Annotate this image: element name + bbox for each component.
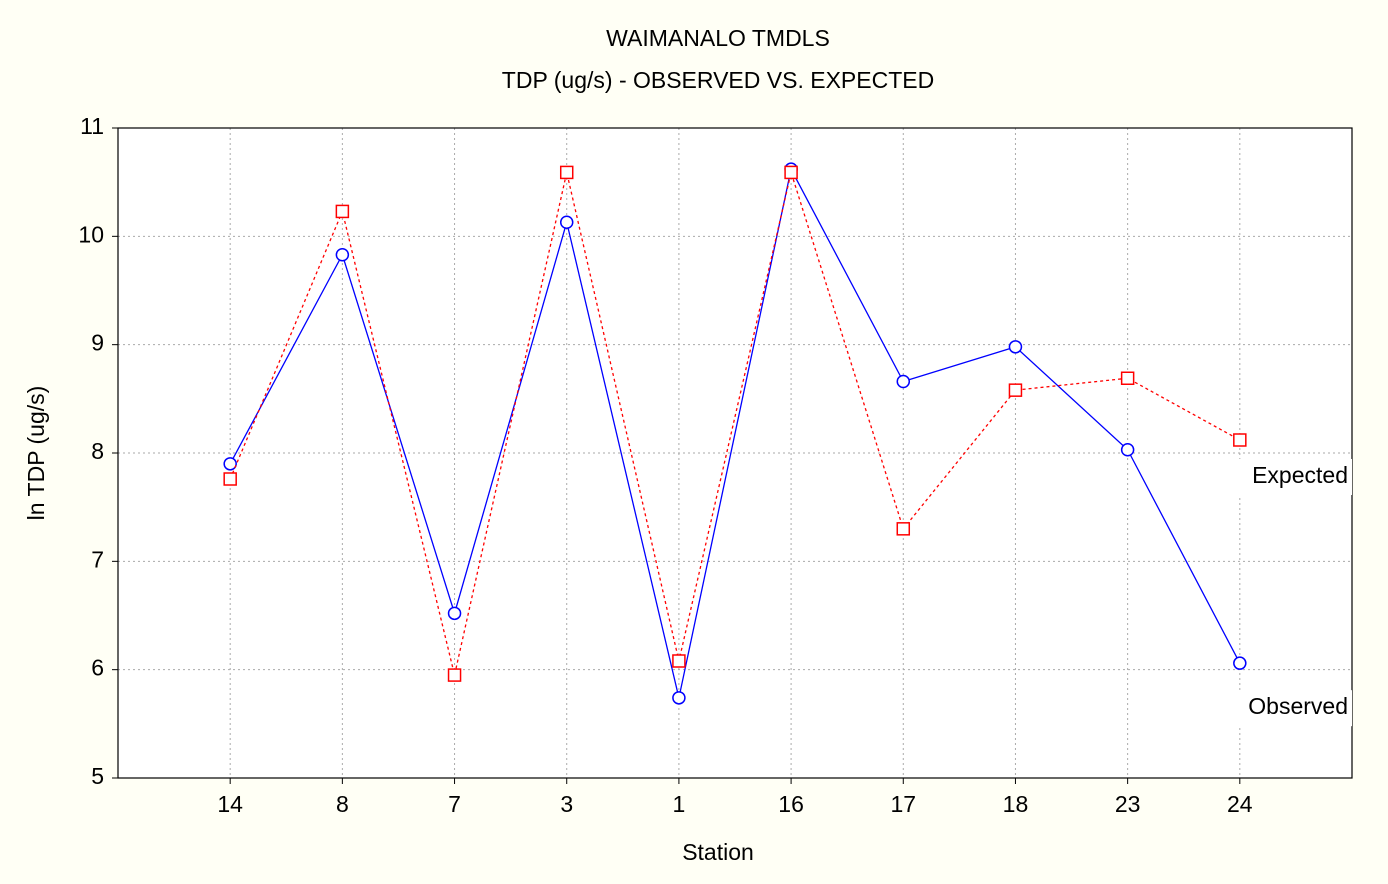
y-tick-label: 5 xyxy=(91,763,104,789)
series-label: Observed xyxy=(1248,693,1348,719)
y-tick-label: 8 xyxy=(91,438,104,464)
marker xyxy=(1120,371,1135,385)
marker xyxy=(223,472,237,486)
x-tick-label: 8 xyxy=(336,791,349,817)
x-tick-label: 1 xyxy=(673,791,686,817)
x-tick-label: 3 xyxy=(560,791,573,817)
marker xyxy=(1008,383,1023,397)
chart-title: WAIMANALO TMDLS xyxy=(606,25,830,51)
series-line xyxy=(229,169,1241,676)
x-tick-label: 14 xyxy=(217,791,243,817)
series-label-box xyxy=(1230,690,1352,727)
y-tick-label: 7 xyxy=(91,546,104,572)
marker xyxy=(1233,656,1247,670)
marker xyxy=(1120,443,1135,457)
x-tick-label: 18 xyxy=(1003,791,1029,817)
y-tick-label: 9 xyxy=(91,330,104,356)
y-tick-label: 11 xyxy=(80,113,104,139)
marker xyxy=(784,165,798,180)
marker xyxy=(896,374,911,389)
series-line xyxy=(229,167,1241,698)
marker xyxy=(672,654,686,668)
series-label-box xyxy=(1230,459,1352,495)
marker xyxy=(1233,433,1247,447)
marker xyxy=(335,248,350,262)
x-tick-label: 24 xyxy=(1227,791,1253,817)
marker xyxy=(335,204,350,219)
chart-subtitle: TDP (ug/s) - OBSERVED VS. EXPECTED xyxy=(502,67,934,93)
x-tick-label: 7 xyxy=(448,791,461,817)
x-tick-label: 23 xyxy=(1115,791,1141,817)
y-axis-label: ln TDP (ug/s) xyxy=(23,386,49,521)
series-label: Expected xyxy=(1252,462,1348,488)
marker xyxy=(896,522,911,536)
x-axis-label: Station xyxy=(682,839,754,865)
marker xyxy=(559,165,574,180)
marker xyxy=(447,668,462,682)
x-tick-label: 16 xyxy=(778,791,804,817)
x-tick-label: 17 xyxy=(890,791,916,817)
marker xyxy=(559,215,574,229)
marker xyxy=(1008,340,1023,354)
y-tick-label: 10 xyxy=(78,221,104,247)
y-tick-label: 6 xyxy=(91,655,104,681)
marker xyxy=(447,606,462,621)
marker xyxy=(672,691,686,705)
plot-frame xyxy=(117,127,1353,779)
marker xyxy=(223,457,237,471)
